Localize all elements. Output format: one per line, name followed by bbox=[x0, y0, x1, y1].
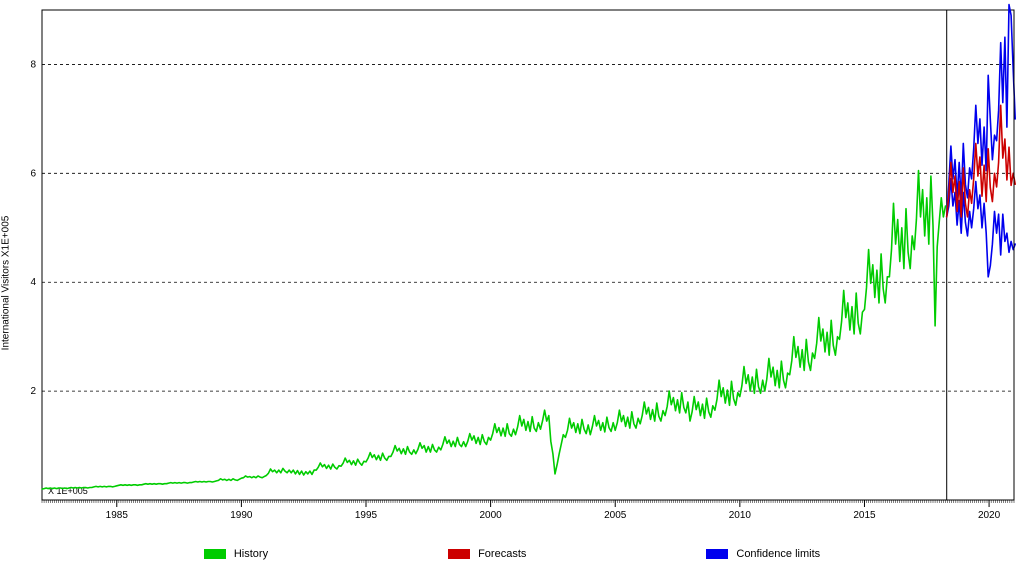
svg-text:2010: 2010 bbox=[729, 510, 752, 521]
legend-swatch-forecasts bbox=[448, 549, 470, 559]
legend: History Forecasts Confidence limits bbox=[0, 548, 1024, 560]
svg-text:1990: 1990 bbox=[230, 510, 253, 521]
svg-text:2015: 2015 bbox=[853, 510, 876, 521]
y-axis-label: International Visitors X1E+005 bbox=[1, 216, 12, 351]
svg-text:2000: 2000 bbox=[479, 510, 502, 521]
chart-container: International Visitors X1E+005 246819851… bbox=[0, 0, 1024, 566]
legend-item-confidence: Confidence limits bbox=[706, 548, 820, 560]
svg-text:2005: 2005 bbox=[604, 510, 627, 521]
svg-text:2020: 2020 bbox=[978, 510, 1001, 521]
svg-text:6: 6 bbox=[30, 168, 36, 179]
svg-text:1995: 1995 bbox=[355, 510, 378, 521]
chart-svg: 246819851990199520002005201020152020X 1E… bbox=[0, 0, 1024, 566]
legend-item-history: History bbox=[204, 548, 268, 560]
legend-label-confidence: Confidence limits bbox=[736, 548, 820, 560]
legend-item-forecasts: Forecasts bbox=[448, 548, 526, 560]
svg-text:1985: 1985 bbox=[106, 510, 129, 521]
svg-text:2: 2 bbox=[30, 386, 36, 397]
legend-swatch-confidence bbox=[706, 549, 728, 559]
legend-swatch-history bbox=[204, 549, 226, 559]
legend-label-history: History bbox=[234, 548, 268, 560]
svg-text:4: 4 bbox=[30, 277, 36, 288]
legend-label-forecasts: Forecasts bbox=[478, 548, 526, 560]
svg-text:8: 8 bbox=[30, 59, 36, 70]
